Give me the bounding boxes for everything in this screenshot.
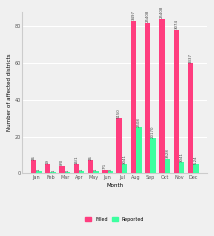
Text: 26: 26 xyxy=(89,155,93,160)
Bar xyxy=(88,160,93,173)
Bar xyxy=(59,166,65,173)
Bar xyxy=(159,19,165,173)
Text: 5150: 5150 xyxy=(117,108,121,118)
Bar xyxy=(145,23,150,173)
Bar xyxy=(150,139,156,173)
Text: 19: 19 xyxy=(46,159,50,164)
Text: 25408: 25408 xyxy=(160,6,164,18)
Text: 20170: 20170 xyxy=(151,125,155,138)
Text: 3497: 3497 xyxy=(131,10,135,20)
Bar xyxy=(122,164,127,173)
Text: 3041: 3041 xyxy=(123,154,126,164)
Text: 8/0: 8/0 xyxy=(60,159,64,165)
Text: 1: 1 xyxy=(94,169,98,171)
Bar xyxy=(179,162,184,173)
Text: 1: 1 xyxy=(65,169,70,172)
Text: 1: 1 xyxy=(80,169,84,171)
Text: 1: 1 xyxy=(37,169,41,171)
Legend: Filled, Reported: Filled, Reported xyxy=(85,216,145,223)
Text: 3: 3 xyxy=(108,169,112,171)
Text: 1: 1 xyxy=(51,169,55,172)
X-axis label: Month: Month xyxy=(106,182,123,188)
Bar xyxy=(79,172,85,173)
Text: 3041: 3041 xyxy=(180,152,184,162)
Bar xyxy=(45,164,51,173)
Bar xyxy=(193,164,199,173)
Bar xyxy=(188,63,193,173)
Text: 7/1: 7/1 xyxy=(103,163,107,169)
Text: 5,24: 5,24 xyxy=(194,155,198,164)
Bar xyxy=(136,127,141,173)
Bar xyxy=(102,170,108,173)
Text: 3337: 3337 xyxy=(189,53,193,63)
Text: 16/1: 16/1 xyxy=(74,155,78,164)
Text: 25408: 25408 xyxy=(146,10,150,22)
Bar xyxy=(108,172,113,173)
Bar xyxy=(74,164,79,173)
Text: 2508: 2508 xyxy=(137,117,141,127)
Bar xyxy=(31,160,36,173)
Bar xyxy=(36,172,42,173)
Bar xyxy=(174,30,179,173)
Text: 3074: 3074 xyxy=(174,20,178,30)
Text: 26: 26 xyxy=(31,155,36,160)
Bar xyxy=(165,159,170,173)
Y-axis label: Number of affected districts: Number of affected districts xyxy=(7,54,12,131)
Bar xyxy=(93,172,99,173)
Bar xyxy=(116,118,122,173)
Text: 3528: 3528 xyxy=(165,148,169,158)
Bar xyxy=(131,21,136,173)
